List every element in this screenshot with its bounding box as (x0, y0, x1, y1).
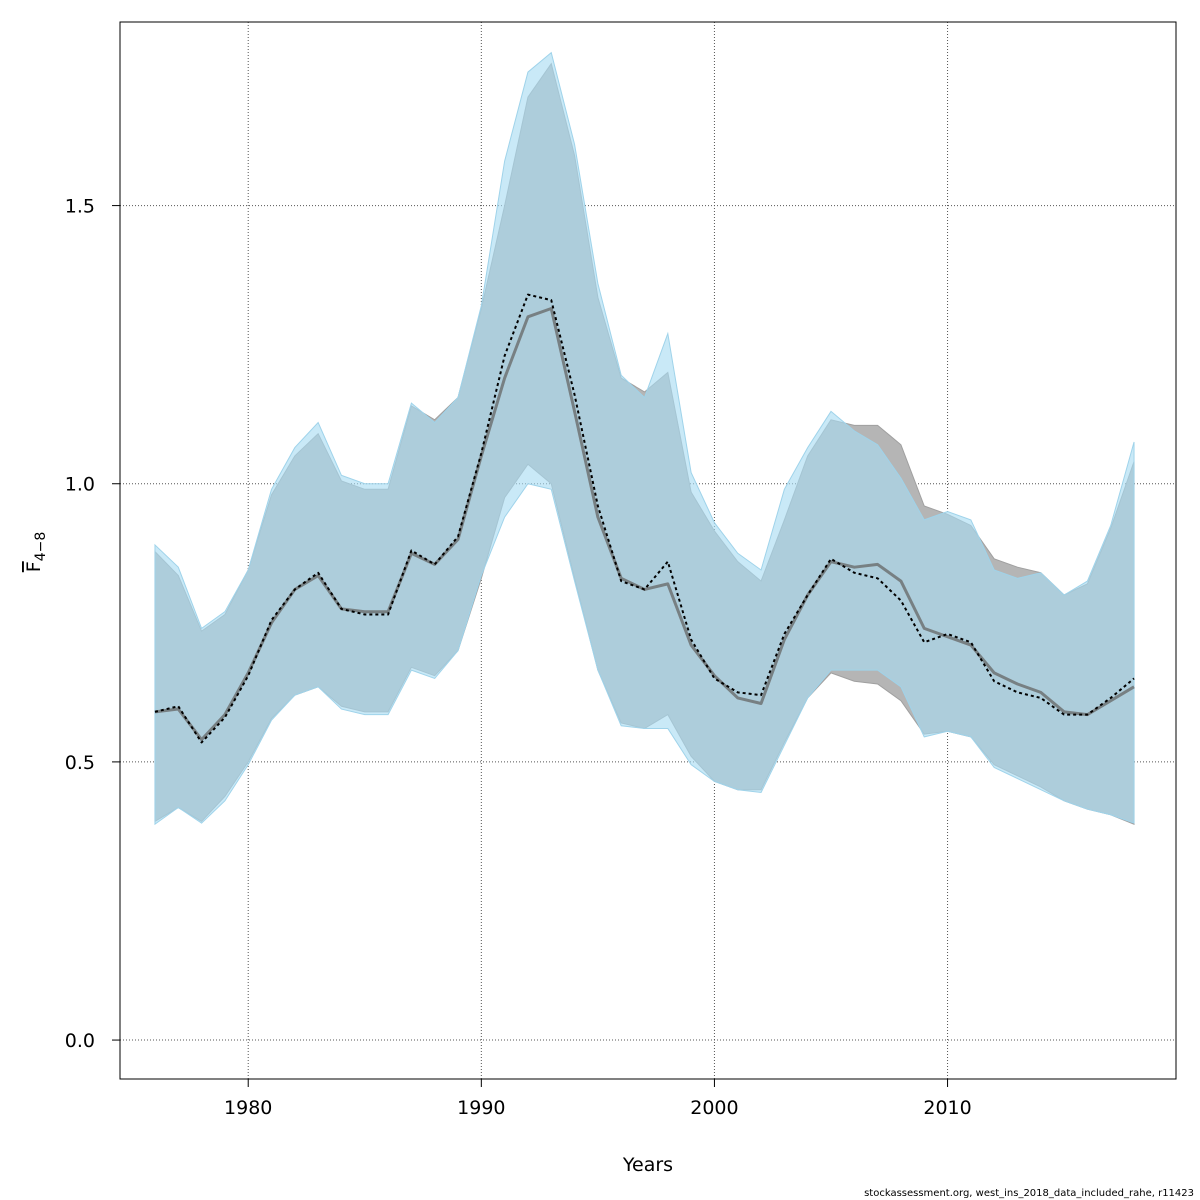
x-axis-title: Years (622, 1154, 673, 1176)
y-tick-label-1.0: 1.0 (65, 474, 95, 496)
confidence-bands (154, 51, 1135, 826)
y-tick-label-0.5: 0.5 (65, 752, 95, 774)
estimate-line-2 (154, 293, 1135, 744)
plot-frame (119, 21, 1177, 1080)
y-axis-title-subscript: 4−8 (33, 532, 49, 562)
y-axis-title: F4−8 (23, 532, 49, 572)
y-axis-title-main: F (23, 561, 45, 572)
svg-text:F4−8: F4−8 (23, 532, 49, 572)
y-tick-label-0.0: 0.0 (65, 1030, 95, 1052)
y-axis: 0.0 0.5 1.0 1.5 (65, 196, 120, 1052)
confidence-band-2 (154, 51, 1135, 826)
x-tick-label-1990: 1990 (457, 1097, 505, 1119)
x-axis: 1980 1990 2000 2010 (224, 1079, 972, 1119)
y-tick-label-1.5: 1.5 (65, 196, 95, 218)
x-tick-label-2010: 2010 (923, 1097, 971, 1119)
footer-credit: stockassessment.org, west_ins_2018_data_… (864, 1188, 1194, 1199)
x-tick-label-2000: 2000 (690, 1097, 738, 1119)
estimate-lines (154, 293, 1135, 744)
x-tick-label-1980: 1980 (224, 1097, 272, 1119)
